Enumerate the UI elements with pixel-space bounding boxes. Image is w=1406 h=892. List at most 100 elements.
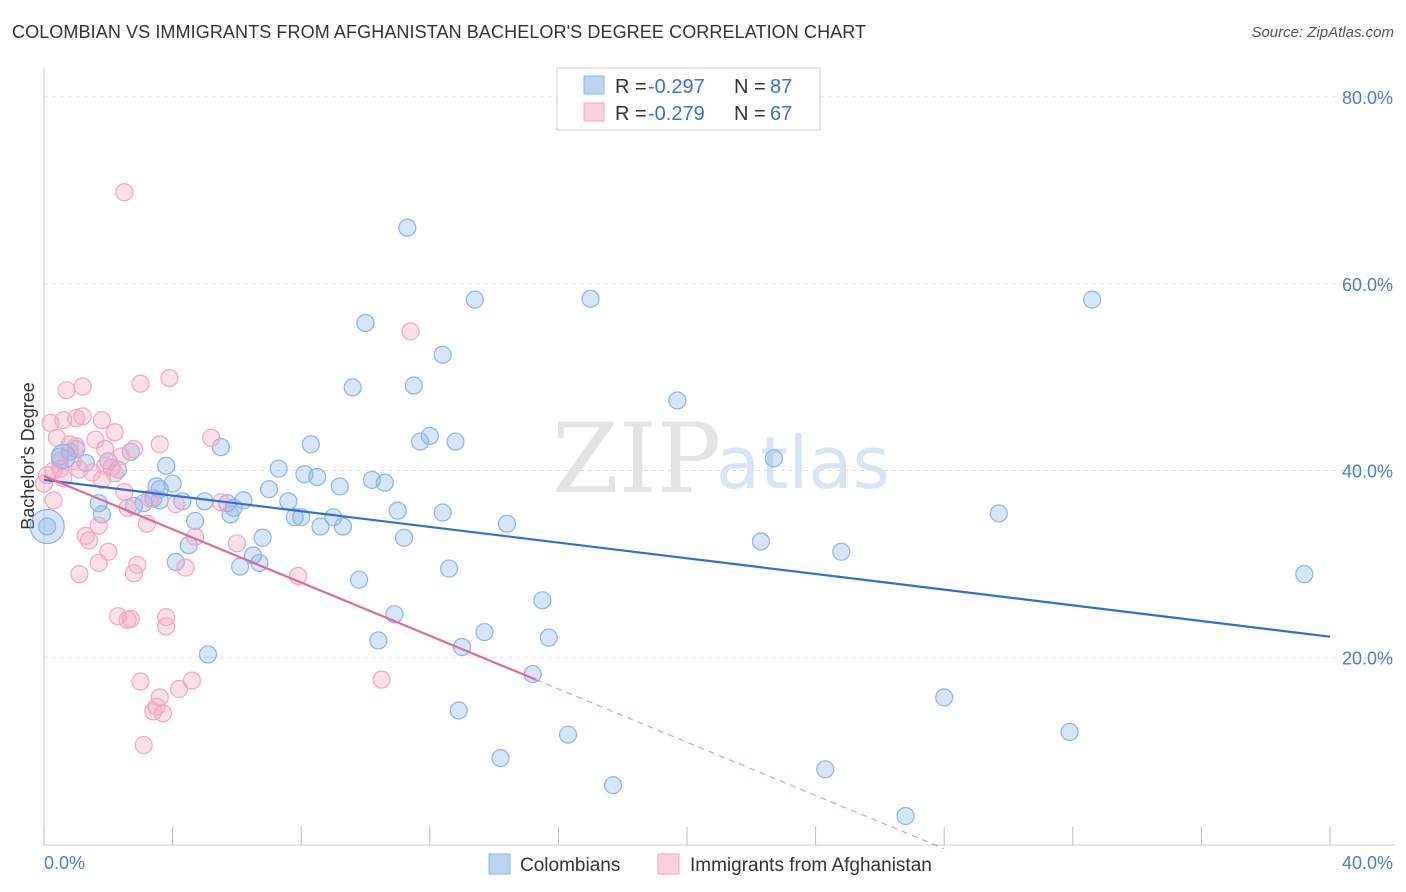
y-tick-label: 80.0% <box>1342 88 1393 108</box>
point-colombians <box>279 492 298 511</box>
point-afghanistan <box>105 423 124 442</box>
y-axis-label: Bachelor's Degree <box>18 382 38 530</box>
point-afghanistan <box>57 381 76 400</box>
watermark-zip: ZIP <box>552 403 721 515</box>
point-afghanistan <box>73 377 92 396</box>
point-colombians <box>433 503 452 522</box>
point-colombians <box>292 508 311 527</box>
point-colombians <box>539 628 558 647</box>
point-afghanistan <box>227 534 246 553</box>
point-afghanistan <box>95 456 115 475</box>
point-colombians <box>234 491 253 510</box>
point-afghanistan <box>372 670 391 689</box>
bottom-legend-swatch-colombians <box>488 853 511 875</box>
point-afghanistan <box>67 409 86 428</box>
legend-r-label-afghanistan: R = <box>615 103 647 125</box>
point-colombians <box>333 517 353 536</box>
point-colombians <box>166 552 185 572</box>
point-colombians-medium <box>50 443 76 470</box>
bottom-legend-swatch-afghanistan <box>657 853 680 875</box>
point-afghanistan <box>76 526 95 545</box>
point-colombians <box>1295 565 1314 584</box>
trend-line-afghanistan <box>43 475 537 681</box>
y-tick-label: 40.0% <box>1342 462 1393 482</box>
point-colombians <box>211 438 230 457</box>
point-colombians <box>1060 722 1079 742</box>
point-afghanistan <box>115 183 134 202</box>
point-afghanistan <box>182 671 201 690</box>
point-afghanistan <box>166 495 185 514</box>
point-colombians <box>253 528 272 547</box>
point-colombians <box>558 725 578 744</box>
x-tick-label: 40.0% <box>1342 853 1393 873</box>
point-colombians <box>388 501 407 520</box>
source-label: Source: ZipAtlas.com <box>1251 24 1394 41</box>
legend: R = -0.297 N = 87 R = -0.279 N = 67 <box>556 67 821 131</box>
point-afghanistan <box>131 374 150 393</box>
point-afghanistan <box>128 555 147 574</box>
point-colombians <box>581 289 600 308</box>
point-colombians <box>198 645 218 664</box>
x-tick-labels: 0.0% 40.0% <box>44 853 1393 873</box>
point-colombians <box>420 426 439 446</box>
point-colombians <box>1082 290 1102 309</box>
point-afghanistan <box>92 410 111 430</box>
point-colombians <box>446 432 465 451</box>
data-points <box>29 183 1314 826</box>
point-colombians <box>816 760 835 779</box>
gridlines <box>44 96 1395 658</box>
legend-n-label-colombians: N = <box>734 76 766 98</box>
axes <box>43 68 1395 846</box>
point-afghanistan <box>86 430 105 449</box>
point-colombians <box>523 664 542 684</box>
point-afghanistan <box>105 464 124 483</box>
point-colombians <box>356 313 375 333</box>
point-colombians <box>533 591 552 610</box>
point-afghanistan <box>160 368 179 388</box>
point-afghanistan <box>176 558 195 577</box>
point-colombians-large <box>29 508 65 545</box>
point-afghanistan <box>150 688 169 707</box>
bottom-legend-label-afghanistan: Immigrants from Afghanistan <box>690 855 932 876</box>
point-afghanistan <box>153 704 173 723</box>
y-tick-labels: 20.0% 40.0% 60.0% 80.0% <box>1342 88 1393 668</box>
point-afghanistan <box>99 542 118 561</box>
y-tick-label: 60.0% <box>1342 275 1393 295</box>
watermark-atlas: atlas <box>716 421 890 505</box>
point-afghanistan <box>121 609 140 629</box>
point-colombians <box>497 514 517 533</box>
point-colombians <box>935 688 954 707</box>
x-tick-label: 0.0% <box>44 853 85 873</box>
point-colombians <box>121 442 140 461</box>
point-colombians <box>157 456 176 475</box>
point-colombians <box>439 559 459 578</box>
point-colombians <box>285 508 304 527</box>
point-colombians <box>603 776 623 795</box>
point-colombians <box>491 748 510 768</box>
point-afghanistan <box>67 437 86 456</box>
point-colombians <box>38 517 57 536</box>
point-colombians <box>989 504 1008 523</box>
point-afghanistan <box>150 435 169 454</box>
legend-swatch-colombians <box>583 75 605 95</box>
point-colombians <box>475 622 494 642</box>
point-colombians <box>301 435 320 454</box>
point-colombians <box>349 570 369 589</box>
point-colombians <box>92 505 111 524</box>
point-colombians <box>308 467 327 487</box>
bottom-legend: Colombians Immigrants from Afghanistan <box>488 853 932 876</box>
point-colombians <box>163 474 182 493</box>
legend-n-label-afghanistan: N = <box>734 103 766 125</box>
legend-n-value-colombians: 87 <box>770 76 792 98</box>
point-colombians <box>259 480 279 499</box>
point-colombians <box>751 532 771 551</box>
point-afghanistan <box>89 516 108 535</box>
point-colombians <box>195 492 214 511</box>
point-colombians <box>668 391 687 410</box>
point-colombians <box>269 459 288 478</box>
legend-swatch-afghanistan <box>583 102 605 122</box>
point-afghanistan <box>124 439 144 459</box>
point-colombians <box>896 806 915 826</box>
chart-title: COLOMBIAN VS IMMIGRANTS FROM AFGHANISTAN… <box>12 22 867 42</box>
